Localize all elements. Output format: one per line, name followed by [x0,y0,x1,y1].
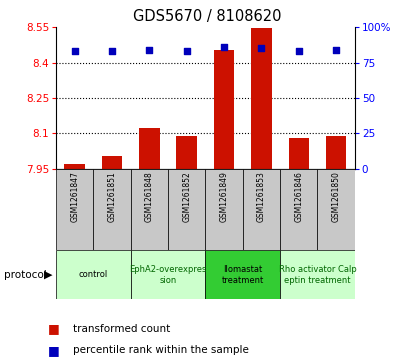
Bar [317,169,355,250]
Bar [176,136,197,169]
Bar [139,127,160,169]
Bar [280,169,317,250]
Text: ■: ■ [48,344,59,357]
Point [71,48,78,54]
Text: GSM1261846: GSM1261846 [294,171,303,222]
Bar [243,169,280,250]
Point [295,48,302,54]
Text: GSM1261853: GSM1261853 [257,171,266,222]
Point [183,48,190,54]
Bar [288,138,309,169]
Bar [64,164,85,169]
Text: EphA2-overexpres
sion: EphA2-overexpres sion [129,265,207,285]
Text: ▶: ▶ [44,270,52,280]
Text: GSM1261850: GSM1261850 [332,171,341,222]
Text: GSM1261849: GSM1261849 [220,171,229,222]
Text: transformed count: transformed count [73,323,170,334]
Text: GDS5670 / 8108620: GDS5670 / 8108620 [133,9,282,24]
Bar [131,169,168,250]
Bar [214,50,234,169]
Bar [102,156,122,169]
Bar [280,250,355,299]
Text: ■: ■ [48,322,59,335]
Bar [56,250,131,299]
Bar [326,136,347,169]
Bar [168,169,205,250]
Bar [93,169,131,250]
Point [333,47,339,53]
Text: percentile rank within the sample: percentile rank within the sample [73,345,249,355]
Point [221,44,227,50]
Text: GSM1261851: GSM1261851 [107,171,117,222]
Bar [205,250,280,299]
Point [109,48,115,54]
Text: GSM1261852: GSM1261852 [182,171,191,222]
Text: Ilomastat
treatment: Ilomastat treatment [222,265,264,285]
Text: control: control [79,270,108,280]
Bar [131,250,205,299]
Text: GSM1261847: GSM1261847 [70,171,79,222]
Point [258,46,265,52]
Bar [251,28,272,169]
Text: Rho activator Calp
eptin treatment: Rho activator Calp eptin treatment [278,265,356,285]
Text: protocol: protocol [4,270,47,280]
Bar [56,169,93,250]
Text: GSM1261848: GSM1261848 [145,171,154,222]
Bar [205,169,243,250]
Point [146,47,153,53]
